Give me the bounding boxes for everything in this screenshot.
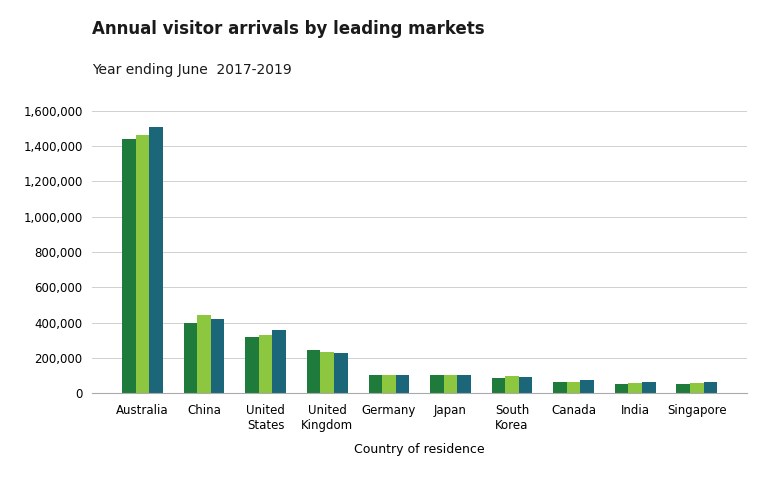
Bar xyxy=(492,377,505,393)
Bar xyxy=(246,337,259,393)
X-axis label: Country of residence: Country of residence xyxy=(354,443,485,456)
Bar xyxy=(334,353,347,393)
Bar xyxy=(184,323,197,393)
Bar xyxy=(136,135,149,393)
Bar xyxy=(457,375,470,393)
Bar xyxy=(628,383,642,393)
Bar xyxy=(704,382,717,393)
Bar xyxy=(273,330,286,393)
Bar xyxy=(382,374,396,393)
Bar xyxy=(211,319,224,393)
Bar xyxy=(581,381,594,393)
Bar xyxy=(554,382,567,393)
Bar xyxy=(122,139,136,393)
Bar xyxy=(320,352,334,393)
Bar xyxy=(149,127,162,393)
Bar xyxy=(396,375,409,393)
Bar xyxy=(197,314,211,393)
Bar xyxy=(567,382,581,393)
Bar xyxy=(307,350,320,393)
Bar xyxy=(690,383,704,393)
Bar xyxy=(430,375,444,393)
Bar xyxy=(444,375,457,393)
Text: Annual visitor arrivals by leading markets: Annual visitor arrivals by leading marke… xyxy=(92,20,485,38)
Bar xyxy=(519,376,532,393)
Bar xyxy=(259,335,273,393)
Bar xyxy=(505,376,519,393)
Bar xyxy=(615,384,628,393)
Bar xyxy=(677,384,690,393)
Bar xyxy=(369,375,382,393)
Text: Year ending June  2017-2019: Year ending June 2017-2019 xyxy=(92,63,292,77)
Bar xyxy=(642,382,655,393)
